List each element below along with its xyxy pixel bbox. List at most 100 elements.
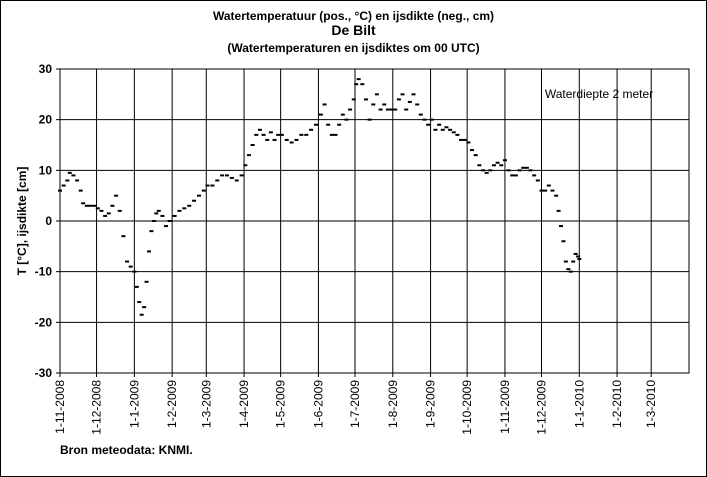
data-point — [532, 174, 537, 177]
y-tick-label: -10 — [35, 265, 53, 279]
data-point — [329, 133, 334, 136]
data-point — [367, 118, 372, 121]
data-point — [229, 176, 234, 179]
chart-title: Watertemperatuur (pos., °C) en ijsdikte … — [212, 9, 495, 23]
data-point — [546, 184, 551, 187]
data-point — [172, 214, 177, 217]
data-point — [268, 131, 273, 134]
data-point — [276, 133, 281, 136]
data-point — [385, 108, 390, 111]
data-point — [134, 285, 139, 288]
data-point — [539, 189, 544, 192]
chart-subtitle-2: (Watertemperaturen en ijsdiktes om 00 UT… — [227, 41, 480, 55]
data-point — [535, 179, 540, 182]
y-tick-label: -20 — [35, 315, 53, 329]
data-point — [351, 98, 356, 101]
data-point — [250, 144, 255, 146]
y-tick-label: 20 — [39, 113, 53, 127]
data-point — [164, 225, 169, 228]
data-point — [554, 194, 559, 197]
data-point — [177, 209, 182, 212]
data-point — [477, 164, 482, 167]
y-tick-label: -30 — [35, 366, 53, 380]
data-point — [265, 138, 270, 141]
data-point — [215, 179, 220, 182]
data-point — [444, 126, 449, 129]
data-point — [411, 93, 416, 96]
data-point — [459, 138, 464, 141]
data-point — [363, 98, 368, 101]
data-point — [309, 128, 314, 131]
data-point — [484, 171, 489, 174]
data-point — [571, 260, 576, 263]
data-point — [75, 179, 80, 182]
x-tick-label: 1-8-2009 — [386, 380, 400, 428]
data-point — [151, 220, 156, 222]
data-point — [272, 138, 277, 141]
x-tick-label: 1-9-2009 — [424, 380, 438, 428]
x-tick-label: 1-1-2009 — [127, 380, 141, 428]
data-point — [404, 108, 409, 111]
data-point — [92, 204, 97, 207]
x-tick-label: 1-2-2010 — [610, 380, 624, 428]
data-point — [382, 103, 387, 106]
data-point — [550, 189, 555, 192]
data-point — [566, 268, 571, 271]
data-point — [65, 179, 70, 182]
data-point — [156, 209, 161, 212]
data-point — [499, 164, 504, 167]
data-point — [114, 194, 119, 197]
x-tick-label: 1-12-2009 — [535, 380, 549, 435]
data-point — [299, 133, 304, 136]
data-point — [429, 118, 434, 121]
data-point — [220, 174, 225, 177]
x-tick-label: 1-11-2008 — [53, 380, 67, 434]
data-point — [246, 154, 251, 157]
data-point — [67, 171, 72, 174]
data-point — [142, 306, 147, 309]
data-point — [433, 128, 438, 131]
data-point — [524, 166, 529, 169]
data-point — [528, 169, 533, 172]
data-point — [576, 255, 581, 258]
y-tick-label: 0 — [45, 214, 52, 228]
data-point — [521, 166, 526, 169]
data-point — [304, 133, 309, 136]
data-point — [284, 138, 289, 141]
x-tick-label: 1-3-2009 — [199, 380, 213, 428]
data-point — [78, 189, 83, 192]
data-point — [144, 280, 149, 283]
data-point — [121, 235, 126, 238]
annotation-label: Waterdiepte 2 meter — [545, 87, 653, 101]
data-point — [182, 207, 187, 210]
x-tick-label: 1-1-2010 — [572, 380, 586, 428]
data-point — [261, 133, 266, 136]
data-point — [344, 118, 349, 121]
data-point — [117, 209, 122, 212]
data-point — [106, 212, 111, 215]
data-point — [440, 128, 445, 131]
data-point — [132, 270, 137, 273]
data-point — [139, 313, 144, 316]
data-point — [556, 209, 561, 212]
data-point — [506, 169, 511, 172]
data-point — [294, 138, 299, 141]
data-point — [99, 209, 104, 212]
data-point — [257, 128, 262, 131]
data-point — [71, 174, 76, 177]
data-point — [418, 113, 423, 116]
data-point — [378, 108, 383, 111]
data-point — [374, 93, 379, 96]
data-point — [160, 214, 165, 217]
data-point — [239, 174, 244, 177]
x-tick-label: 1-5-2009 — [274, 380, 288, 428]
data-point — [196, 194, 201, 197]
data-point — [313, 123, 318, 126]
source-label: Bron meteodata: KNMI. — [60, 443, 193, 457]
data-point — [470, 149, 475, 152]
data-point — [480, 169, 485, 172]
data-point — [354, 83, 359, 86]
data-point — [210, 184, 215, 187]
x-tick-label: 1-3-2010 — [644, 380, 658, 428]
